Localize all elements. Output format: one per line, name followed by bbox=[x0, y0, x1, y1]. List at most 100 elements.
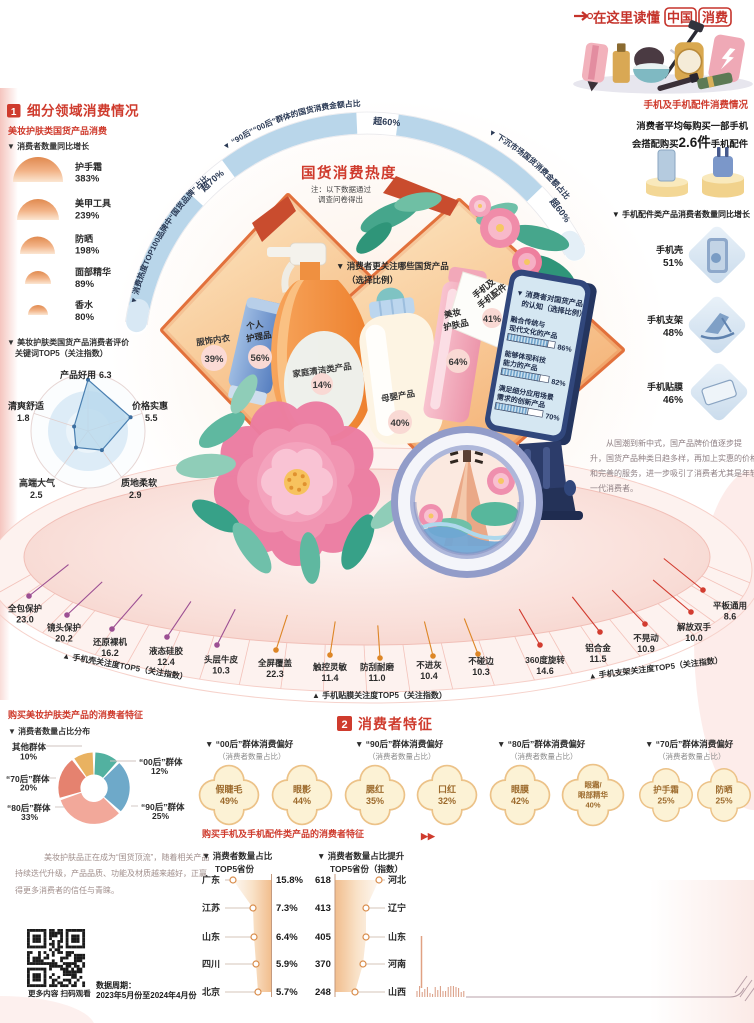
svg-text:48%: 48% bbox=[663, 328, 683, 339]
svg-text:23.0: 23.0 bbox=[16, 615, 34, 625]
svg-text:2.9: 2.9 bbox=[129, 490, 142, 500]
svg-text:触控灵敏: 触控灵敏 bbox=[312, 662, 348, 672]
svg-text:35%: 35% bbox=[366, 796, 384, 806]
svg-text:头层牛皮: 头层牛皮 bbox=[204, 655, 239, 665]
svg-text:42%: 42% bbox=[511, 796, 529, 806]
svg-text:20%: 20% bbox=[20, 783, 37, 793]
svg-text:产品好用: 产品好用 bbox=[60, 369, 96, 380]
svg-text:51%: 51% bbox=[663, 258, 683, 269]
svg-text:持续迭代升级，产品品质、功能及材质越来越好，正赢: 持续迭代升级，产品品质、功能及材质越来越好，正赢 bbox=[15, 868, 207, 878]
svg-text:购买美妆护肤类产品的消费者特征: 购买美妆护肤类产品的消费者特征 bbox=[8, 709, 143, 720]
svg-text:49%: 49% bbox=[220, 796, 238, 806]
svg-text:护理品: 护理品 bbox=[245, 329, 272, 343]
svg-text:更多内容 扫码观看: 更多内容 扫码观看 bbox=[28, 988, 91, 998]
svg-text:防晒: 防晒 bbox=[715, 785, 733, 795]
svg-text:护手霜: 护手霜 bbox=[653, 785, 679, 795]
svg-text:和完善的服务，进一步吸引了消费者尤其是年轻: 和完善的服务，进一步吸引了消费者尤其是年轻 bbox=[590, 468, 754, 478]
svg-text:14%: 14% bbox=[312, 380, 332, 391]
svg-text:12.4: 12.4 bbox=[157, 657, 175, 667]
svg-text:20.2: 20.2 bbox=[55, 634, 73, 644]
svg-text:平板通用: 平板通用 bbox=[713, 601, 747, 611]
svg-text:解放双手: 解放双手 bbox=[677, 622, 712, 632]
svg-text:注：以下数据通过: 注：以下数据通过 bbox=[311, 184, 371, 194]
svg-text:四川: 四川 bbox=[202, 959, 220, 969]
svg-text:405: 405 bbox=[315, 932, 332, 943]
svg-text:山西: 山西 bbox=[388, 986, 406, 997]
svg-text:70%: 70% bbox=[545, 411, 561, 422]
svg-text:腮红: 腮红 bbox=[365, 783, 384, 794]
svg-text:▼ 消费者更关注哪些国货产品: ▼ 消费者更关注哪些国货产品 bbox=[336, 261, 449, 271]
svg-text:8.6: 8.6 bbox=[724, 612, 737, 622]
svg-text:不进灰: 不进灰 bbox=[416, 660, 442, 670]
svg-text:河北: 河北 bbox=[388, 874, 406, 885]
svg-text:239%: 239% bbox=[75, 211, 100, 222]
svg-text:46%: 46% bbox=[663, 395, 683, 406]
svg-text:还原裸机: 还原裸机 bbox=[92, 637, 128, 647]
svg-text:41%: 41% bbox=[483, 314, 501, 324]
svg-text:10%: 10% bbox=[20, 752, 37, 762]
svg-text:618: 618 bbox=[315, 875, 331, 886]
svg-text:眼部精华: 眼部精华 bbox=[578, 790, 608, 800]
svg-text:护手霜: 护手霜 bbox=[75, 161, 102, 172]
svg-text:15.8%: 15.8% bbox=[276, 875, 303, 886]
svg-text:美妆护肤品正在成为“国货顶流”，随着相关产品: 美妆护肤品正在成为“国货顶流”，随着相关产品 bbox=[44, 852, 209, 862]
svg-text:铝合金: 铝合金 bbox=[585, 643, 611, 653]
svg-text:消费: 消费 bbox=[702, 10, 728, 25]
svg-text:248: 248 bbox=[315, 987, 331, 998]
svg-text:山东: 山东 bbox=[202, 931, 220, 942]
svg-text:40%: 40% bbox=[585, 801, 600, 810]
svg-text:消费者特征: 消费者特征 bbox=[358, 716, 433, 732]
svg-text:33%: 33% bbox=[21, 812, 38, 822]
svg-text:2: 2 bbox=[341, 719, 347, 731]
svg-text:56%: 56% bbox=[250, 353, 270, 364]
svg-text:质地柔软: 质地柔软 bbox=[121, 477, 158, 488]
svg-text:全包保护: 全包保护 bbox=[7, 604, 43, 614]
svg-text:25%: 25% bbox=[715, 796, 732, 806]
svg-text:不晃动: 不晃动 bbox=[633, 633, 659, 643]
svg-text:44%: 44% bbox=[293, 796, 311, 806]
svg-text:198%: 198% bbox=[75, 246, 100, 257]
svg-text:“00后”群体: “00后”群体 bbox=[139, 757, 183, 767]
svg-text:▼ 手机配件类产品消费者数量同比增长: ▼ 手机配件类产品消费者数量同比增长 bbox=[612, 209, 751, 219]
svg-text:383%: 383% bbox=[75, 174, 100, 185]
svg-text:其他群体: 其他群体 bbox=[12, 742, 47, 752]
svg-text:86%: 86% bbox=[557, 342, 573, 353]
svg-text:6.3: 6.3 bbox=[99, 370, 112, 380]
svg-text:手机壳: 手机壳 bbox=[656, 244, 683, 255]
svg-text:美妆: 美妆 bbox=[443, 307, 462, 320]
svg-text:“70后”群体: “70后”群体 bbox=[6, 774, 50, 784]
svg-text:413: 413 bbox=[315, 903, 331, 914]
svg-text:▼ “80后”群体消费偏好: ▼ “80后”群体消费偏好 bbox=[497, 739, 586, 749]
svg-text:▼ 消费者数量占比: ▼ 消费者数量占比 bbox=[202, 851, 273, 861]
svg-text:假睫毛: 假睫毛 bbox=[215, 783, 242, 794]
svg-text:1: 1 bbox=[11, 107, 17, 118]
svg-text:消费者平均每购买一部手机: 消费者平均每购买一部手机 bbox=[636, 120, 748, 131]
svg-text:眼影: 眼影 bbox=[293, 784, 311, 794]
svg-text:6.4%: 6.4% bbox=[276, 932, 298, 943]
svg-text:5.9%: 5.9% bbox=[276, 959, 298, 970]
svg-text:升，国货产品种类日趋多样，再加上实惠的价格: 升，国货产品种类日趋多样，再加上实惠的价格 bbox=[590, 453, 754, 463]
svg-text:TOP5省份（指数）: TOP5省份（指数） bbox=[330, 864, 403, 874]
svg-text:“80后”群体: “80后”群体 bbox=[7, 803, 51, 813]
svg-text:25%: 25% bbox=[152, 811, 169, 821]
svg-text:40%: 40% bbox=[390, 418, 410, 429]
svg-text:手机支架: 手机支架 bbox=[647, 314, 683, 325]
svg-text:河南: 河南 bbox=[388, 958, 406, 969]
svg-text:（消费者数量占比）: （消费者数量占比） bbox=[218, 751, 286, 761]
svg-text:11.5: 11.5 bbox=[589, 654, 606, 664]
svg-text:中国: 中国 bbox=[667, 10, 693, 25]
svg-text:10.3: 10.3 bbox=[212, 666, 230, 676]
svg-text:防刮耐磨: 防刮耐磨 bbox=[360, 662, 395, 672]
svg-text:不碰边: 不碰边 bbox=[468, 656, 494, 666]
svg-text:10.0: 10.0 bbox=[685, 633, 703, 643]
svg-text:25%: 25% bbox=[657, 796, 674, 806]
svg-text:手机贴膜: 手机贴膜 bbox=[647, 381, 684, 392]
svg-text:（选择比例）: （选择比例） bbox=[347, 275, 398, 285]
svg-text:一代消费者。: 一代消费者。 bbox=[590, 483, 638, 493]
svg-text:国货消费热度: 国货消费热度 bbox=[301, 164, 397, 182]
svg-text:眼霜/: 眼霜/ bbox=[584, 780, 602, 790]
svg-text:全屏覆盖: 全屏覆盖 bbox=[257, 658, 293, 668]
svg-text:2.5: 2.5 bbox=[30, 490, 43, 500]
svg-text:11.4: 11.4 bbox=[321, 673, 338, 683]
svg-text:个人: 个人 bbox=[245, 319, 265, 332]
